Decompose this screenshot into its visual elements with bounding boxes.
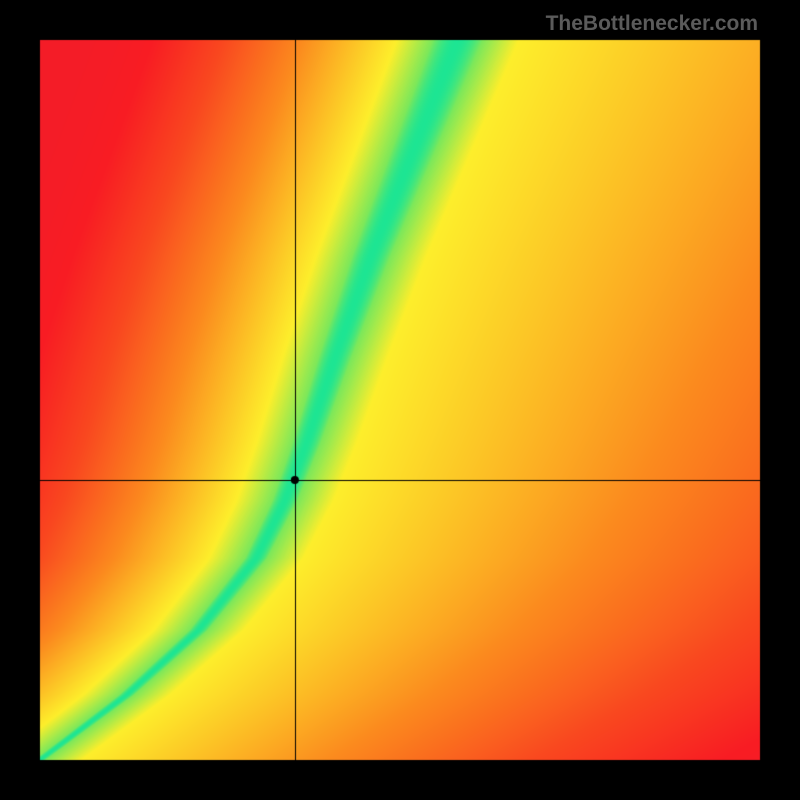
- watermark-text: TheBottlenecker.com: [546, 12, 758, 36]
- bottleneck-heatmap: [0, 0, 800, 800]
- chart-container: { "chart": { "type": "heatmap", "canvas_…: [0, 0, 800, 800]
